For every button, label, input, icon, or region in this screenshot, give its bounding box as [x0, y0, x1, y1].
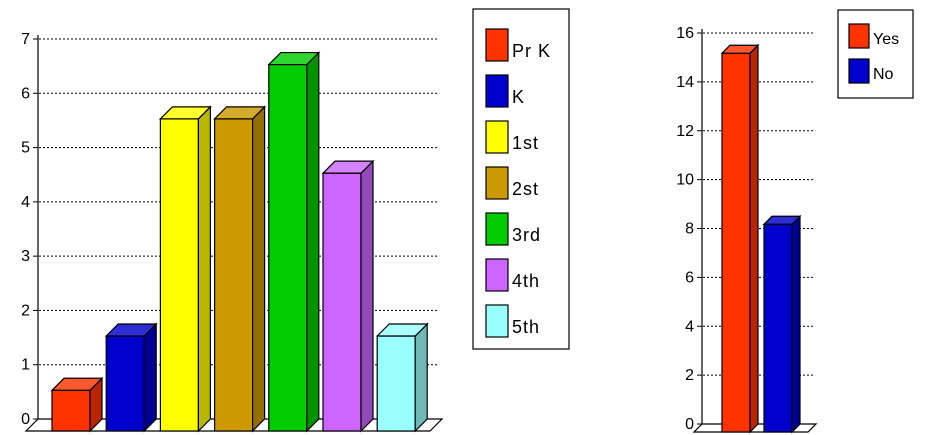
- y-tick-label: 6: [685, 269, 694, 286]
- y-tick-label: 4: [21, 194, 30, 211]
- y-tick-label: 7: [21, 31, 30, 48]
- legend-swatch: [485, 74, 509, 108]
- bar-top-face: [267, 51, 321, 66]
- legend-swatch: [485, 120, 509, 154]
- bar-side-face: [252, 105, 266, 433]
- bar-top-face: [50, 377, 104, 391]
- legend-label: 5th: [512, 317, 540, 337]
- y-tick-label: 6: [21, 85, 30, 102]
- bar-front-face: [322, 172, 362, 432]
- y-tick-label: 0: [21, 411, 30, 428]
- bar-top-face: [321, 160, 375, 174]
- bar: [720, 43, 760, 434]
- bar-front-face: [268, 63, 308, 432]
- legend-label: Yes: [873, 31, 899, 48]
- y-tick-label: 2: [685, 367, 694, 384]
- y-tick-label: 1: [21, 357, 30, 374]
- legend: Pr K K 1st 2st 3rd 4th 5th: [472, 8, 570, 350]
- bar-side-face: [791, 214, 801, 434]
- legend-swatch: [485, 166, 509, 200]
- legend-swatch: [485, 304, 509, 338]
- yes-no-bar-chart: 0 2 4 6 8 10 12 14 16 Yes No: [676, 9, 914, 434]
- y-tick-label: 14: [676, 74, 694, 91]
- bar-front-face: [376, 335, 416, 432]
- legend-swatch: [848, 58, 870, 84]
- bar: [321, 159, 375, 433]
- bar-side-face: [749, 43, 759, 434]
- bar-front-face: [763, 223, 793, 433]
- bar: [213, 105, 267, 433]
- grade-level-bar-chart: 0 1 2 3 4 5 6 7 Pr K K 1st 2st 3rd 4th 5th: [21, 8, 570, 433]
- bar-top-face: [213, 106, 267, 120]
- bar: [104, 322, 158, 433]
- bar-top-face: [158, 106, 212, 120]
- bar-side-face: [306, 51, 320, 433]
- legend-label: K: [512, 87, 525, 107]
- y-tick-label: 3: [21, 248, 30, 265]
- legend-label: 1st: [512, 133, 539, 153]
- legend-swatch: [485, 28, 509, 62]
- bar-top-face: [104, 323, 158, 337]
- bar: [762, 214, 802, 434]
- bar-front-face: [105, 335, 145, 432]
- bar-side-face: [143, 322, 157, 433]
- y-tick-label: 10: [676, 172, 694, 189]
- legend-label: 4th: [512, 271, 540, 291]
- bar-top-face: [720, 44, 760, 54]
- y-tick-label: 0: [685, 416, 694, 433]
- legend-box: [837, 9, 914, 99]
- bar-top-face: [375, 323, 429, 337]
- bar: [267, 51, 321, 433]
- y-tick-label: 4: [685, 318, 694, 335]
- bar-side-face: [360, 159, 374, 433]
- legend-swatch: [848, 23, 870, 49]
- y-tick-label: 5: [21, 140, 30, 157]
- y-tick-label: 2: [21, 302, 30, 319]
- legend-swatch: [485, 212, 509, 246]
- legend-label: Pr K: [512, 41, 551, 61]
- bar: [375, 322, 429, 433]
- bar: [50, 376, 104, 433]
- legend-label: 3rd: [512, 225, 541, 245]
- legend-label: No: [873, 66, 894, 83]
- bar-side-face: [414, 322, 428, 433]
- legend: Yes No: [837, 9, 914, 99]
- bar-front-face: [214, 118, 254, 432]
- bar-front-face: [159, 118, 199, 432]
- y-tick-label: 8: [685, 221, 694, 238]
- bar-side-face: [197, 105, 211, 433]
- bar-front-face: [721, 52, 751, 433]
- legend-swatch: [485, 258, 509, 292]
- bar-top-face: [762, 215, 802, 225]
- bar-front-face: [51, 389, 91, 432]
- y-tick-label: 16: [676, 25, 694, 42]
- legend-label: 2st: [512, 179, 539, 199]
- bar: [158, 105, 212, 433]
- y-tick-label: 12: [676, 123, 694, 140]
